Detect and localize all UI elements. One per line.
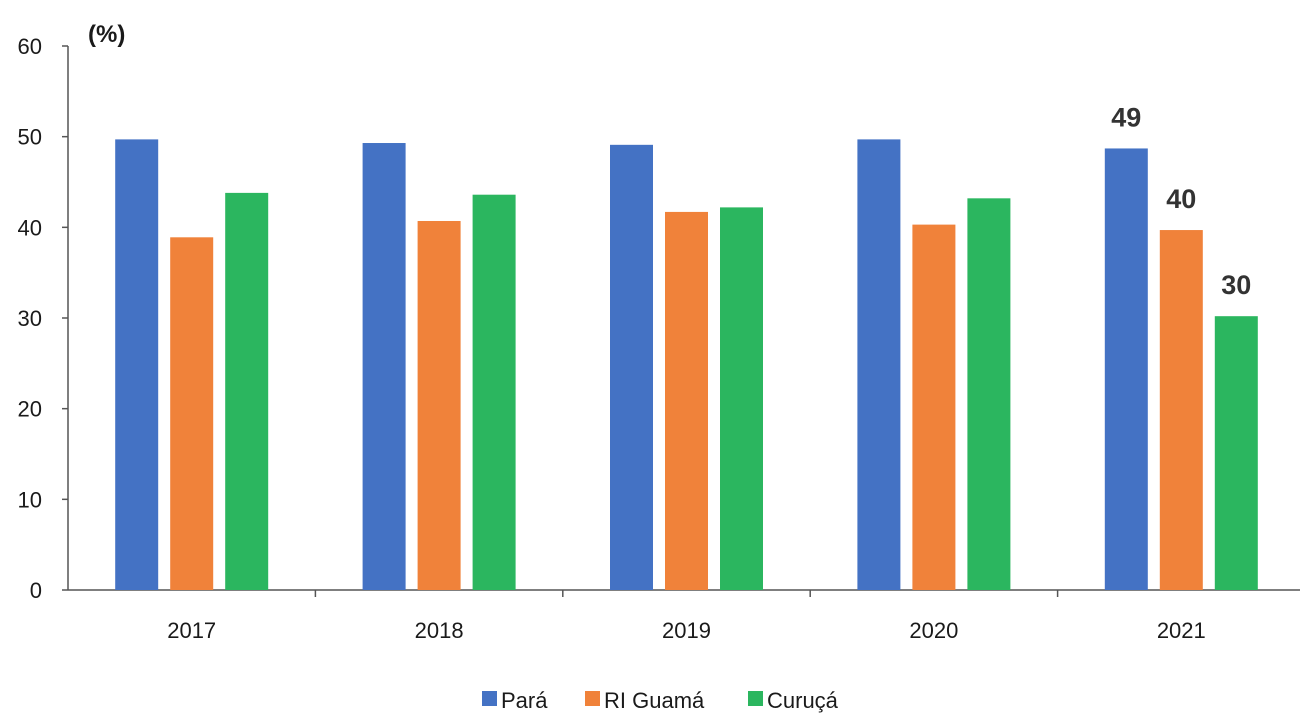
- bar: [1104, 148, 1148, 590]
- legend-label: Curuçá: [767, 688, 839, 713]
- x-tick-label: 2018: [415, 618, 464, 643]
- y-tick-label: 0: [30, 578, 42, 603]
- bar: [857, 139, 901, 591]
- legend-label: RI Guamá: [604, 688, 705, 713]
- bar: [115, 139, 159, 591]
- bar: [417, 220, 461, 590]
- bar: [472, 194, 516, 590]
- bar: [1214, 316, 1258, 590]
- bar: [225, 192, 269, 590]
- bar: [362, 143, 406, 590]
- bar: [1159, 230, 1203, 590]
- legend-swatch: [748, 691, 763, 706]
- bar: [610, 144, 653, 590]
- y-tick-label: 20: [18, 397, 42, 422]
- y-tick-label: 30: [18, 306, 42, 331]
- legend-swatch: [585, 691, 600, 706]
- legend-label: Pará: [501, 688, 548, 713]
- bar: [720, 207, 763, 591]
- data-label: 30: [1221, 270, 1251, 300]
- unit-label: (%): [88, 21, 125, 48]
- y-tick-label: 60: [18, 34, 42, 59]
- y-tick-label: 10: [18, 487, 42, 512]
- data-labels: 49 40 30: [1111, 102, 1251, 300]
- y-tick-label: 40: [18, 215, 42, 240]
- x-axis: 2017 2018 2019 2020 2021: [68, 589, 1300, 643]
- y-axis: 0 10 20 30 40 50 60: [18, 34, 69, 603]
- bar: [170, 237, 214, 590]
- data-label: 40: [1166, 184, 1196, 214]
- x-tick-label: 2019: [662, 618, 711, 643]
- x-tick-label: 2017: [167, 618, 216, 643]
- bar: [665, 211, 708, 591]
- data-label: 49: [1111, 102, 1141, 132]
- y-tick-label: 50: [18, 125, 42, 150]
- legend: Pará RI Guamá Curuçá: [482, 688, 839, 713]
- bar: [912, 224, 956, 590]
- legend-swatch: [482, 691, 497, 706]
- x-tick-label: 2021: [1157, 618, 1206, 643]
- x-tick-label: 2020: [909, 618, 958, 643]
- bar: [967, 198, 1011, 590]
- bars: [115, 139, 1258, 591]
